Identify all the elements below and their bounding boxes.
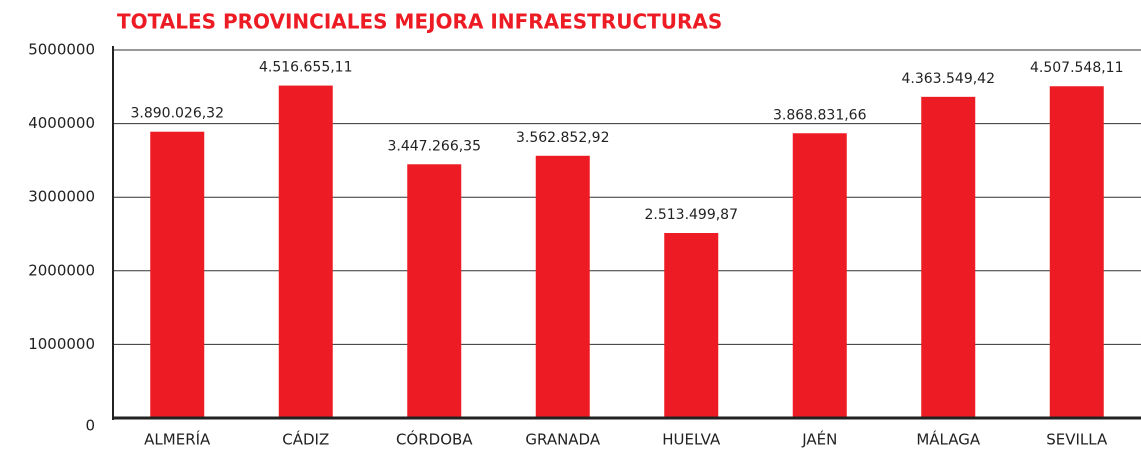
x-tick-label: JAÉN	[801, 430, 837, 449]
x-tick-label: GRANADA	[525, 431, 600, 449]
bar	[278, 85, 333, 418]
value-label: 4.363.549,42	[901, 71, 995, 87]
y-tick-label: 4000000	[28, 114, 95, 132]
value-label: 2.513.499,87	[644, 207, 738, 223]
value-label: 3.868.831,66	[773, 107, 867, 123]
y-tick-label: 2000000	[28, 261, 95, 279]
bar	[407, 164, 462, 418]
y-tick-label: 3000000	[28, 188, 95, 206]
bar	[535, 155, 590, 418]
bar	[921, 96, 976, 418]
value-label: 4.507.548,11	[1030, 60, 1124, 76]
value-label: 3.890.026,32	[130, 106, 224, 122]
bar	[792, 133, 847, 419]
x-tick-label: CÁDIZ	[282, 430, 329, 449]
bar	[1049, 86, 1104, 419]
x-tick-label: CÓRDOBA	[396, 430, 473, 449]
value-label: 4.516.655,11	[259, 60, 353, 76]
x-tick-label: SEVILLA	[1046, 431, 1108, 449]
y-tick-label: 0	[85, 417, 95, 435]
x-tick-label: ALMERÍA	[144, 430, 211, 449]
x-tick-label: MÁLAGA	[916, 430, 981, 449]
y-tick-label: 5000000	[28, 41, 95, 59]
chart-title: TOTALES PROVINCIALES MEJORA INFRAESTRUCT…	[117, 10, 722, 34]
y-tick-label: 1000000	[28, 335, 95, 353]
value-label: 3.562.852,92	[516, 130, 610, 146]
value-label: 3.447.266,35	[387, 138, 481, 154]
bar	[664, 233, 719, 418]
bar	[150, 131, 205, 418]
x-tick-label: HUELVA	[662, 431, 721, 449]
